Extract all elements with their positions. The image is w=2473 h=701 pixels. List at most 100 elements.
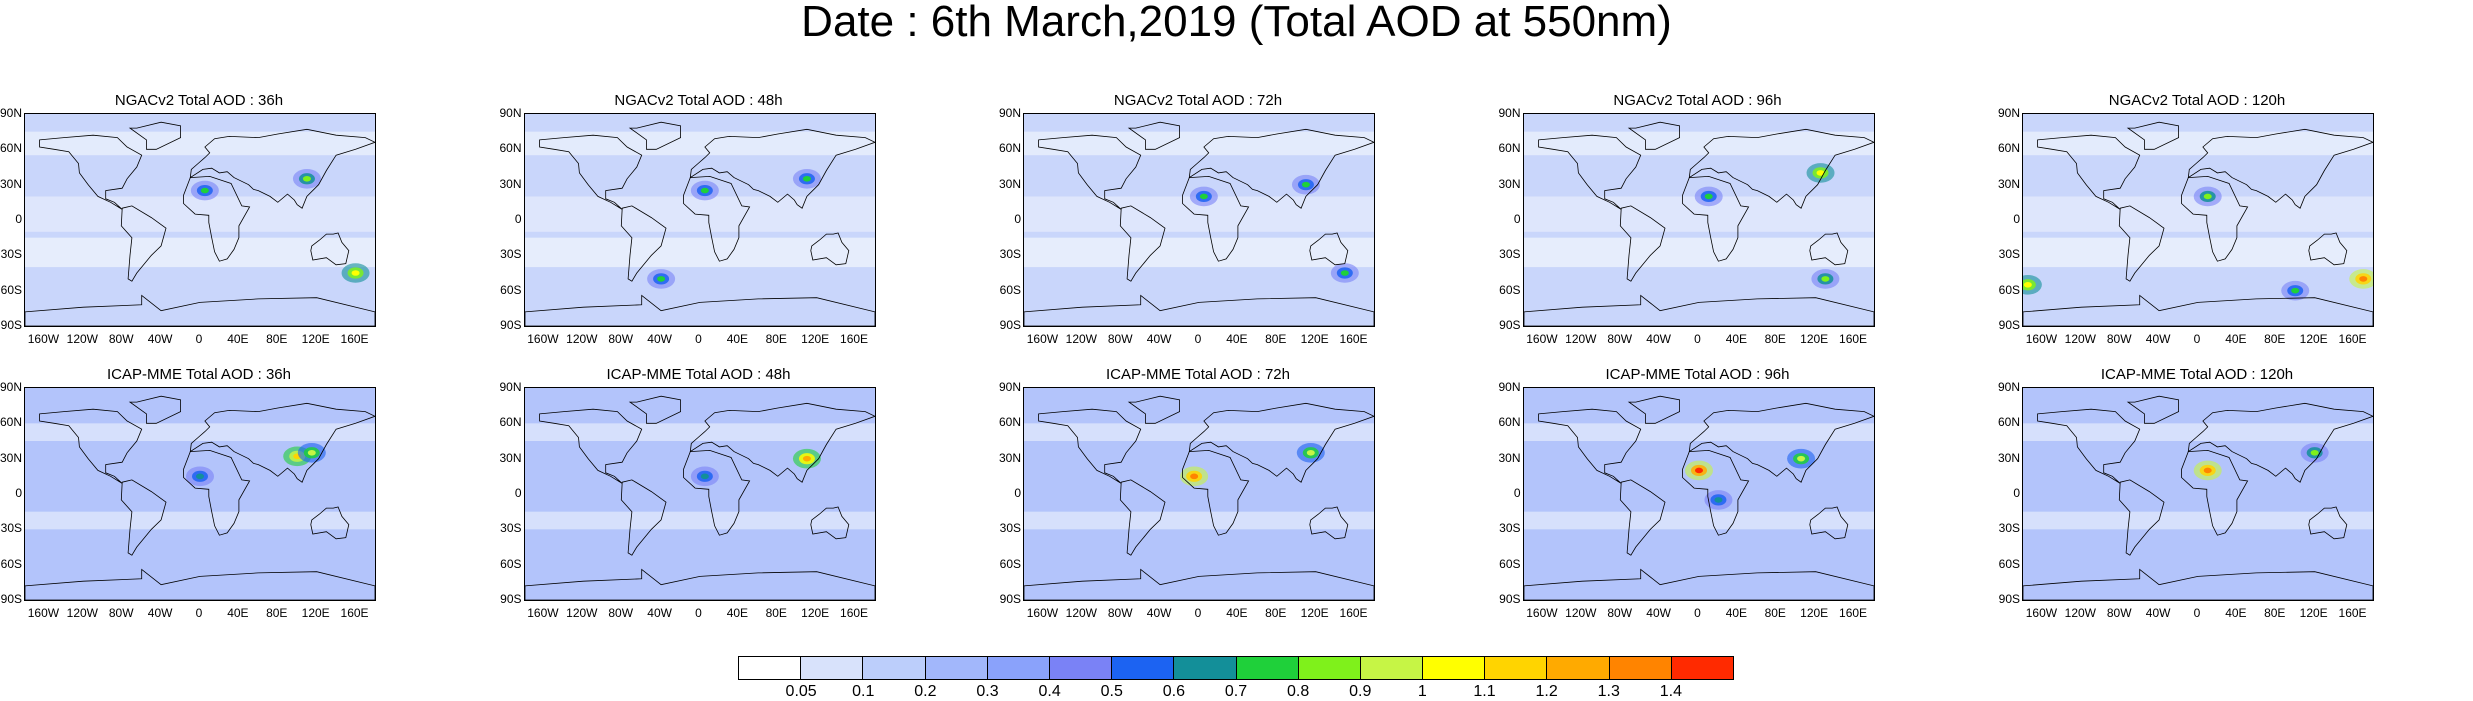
longitude-label: 40E	[1226, 332, 1248, 346]
longitude-label: 40W	[147, 332, 173, 346]
coastline	[1127, 121, 1181, 150]
aod-band	[524, 423, 875, 441]
colorbar-label: 1.2	[1535, 683, 1558, 700]
longitude-label: 160E	[340, 606, 369, 620]
longitude-label: 40E	[1226, 606, 1248, 620]
aod-band	[1024, 511, 1374, 530]
coastline	[1119, 479, 1166, 556]
aod-band	[2023, 237, 2373, 268]
latitude-label: 0	[1513, 212, 1521, 226]
coastline	[620, 205, 666, 282]
coastline	[1024, 294, 1374, 326]
latitude-label: 90S	[1499, 592, 1521, 606]
aod-hotspot	[1301, 181, 1310, 188]
colorbar-swatch	[925, 657, 988, 679]
aod-hotspot	[1704, 193, 1713, 200]
longitude-label: 40W	[2145, 606, 2171, 620]
aod-hotspot	[2291, 287, 2300, 294]
map-panel: ICAP-MME Total AOD : 48h 90N 60N 30N 0 30S 60S…	[499, 366, 886, 631]
longitude-label: 40W	[1146, 606, 1172, 620]
aod-map	[1024, 388, 1374, 600]
coastline	[1537, 134, 1641, 210]
map-panel: NGACv2 Total AOD : 96h 90N 60N 30N 0 30S 60S 90…	[1498, 92, 1885, 357]
colorbar-label: 0.8	[1287, 683, 1310, 700]
map-frame	[2022, 387, 2374, 601]
coastline	[628, 395, 681, 424]
longitude-label: 40W	[2145, 332, 2171, 346]
coastline	[183, 175, 251, 262]
longitude-label: 120E	[1300, 332, 1329, 346]
latitude-label: 0	[514, 486, 522, 500]
coastline	[524, 294, 875, 326]
aod-hotspot	[1713, 497, 1722, 503]
longitude-label: 40E	[726, 606, 749, 620]
longitude-label: 80E	[1265, 332, 1287, 346]
latitude-label: 60N	[998, 141, 1021, 156]
map-frame	[24, 387, 376, 601]
coastline	[1188, 402, 1374, 483]
aod-band	[1523, 237, 1874, 268]
map-frame	[1522, 113, 1875, 327]
aod-hotspot	[1190, 473, 1199, 480]
latitude-label: 60N	[1498, 141, 1521, 156]
longitude-label: 160W	[2025, 332, 2058, 346]
latitude-label: 60N	[998, 415, 1021, 430]
latitude-label: 0	[1014, 486, 1021, 500]
longitude-label: 40W	[147, 606, 173, 620]
aod-band	[1024, 237, 1374, 268]
latitude-label: 90S	[1998, 318, 2020, 332]
longitude-label: 120W	[2064, 606, 2096, 620]
latitude-label: 30S	[500, 521, 522, 536]
coastline	[1309, 506, 1349, 540]
coastline	[1523, 568, 1874, 600]
longitude-label: 160E	[1839, 332, 1868, 346]
aod-hotspot	[802, 175, 811, 182]
latitude-label: 60S	[1499, 282, 1521, 297]
aod-band	[2023, 511, 2373, 530]
longitude-label: 120W	[566, 606, 598, 620]
latitude-label: 90N	[499, 380, 522, 394]
coastline	[682, 449, 750, 536]
longitude-label: 80W	[2106, 606, 2132, 620]
longitude-label: 80E	[266, 332, 288, 346]
latitude-label: 90S	[999, 318, 1021, 332]
coastline	[2023, 294, 2373, 326]
coastline	[524, 568, 875, 600]
coastline	[2023, 568, 2373, 600]
latitude-label: 60N	[1997, 141, 2020, 156]
aod-hotspot	[802, 455, 811, 462]
latitude-label: 90S	[1499, 318, 1521, 332]
longitude-label: 120W	[1565, 332, 1597, 346]
longitude-label: 40W	[1646, 332, 1671, 346]
aod-hotspot	[1694, 467, 1703, 474]
longitude-label: 80E	[765, 332, 787, 346]
panel-title: ICAP-MME Total AOD : 48h	[606, 366, 791, 383]
coastline	[809, 232, 849, 266]
longitude-label: 80W	[608, 606, 634, 620]
coastline	[1619, 205, 1665, 282]
aod-map	[1024, 114, 1374, 326]
map-panel: ICAP-MME Total AOD : 36h 90N 60N 30N 0 30S 60S…	[0, 366, 386, 631]
panel-title: ICAP-MME Total AOD : 120h	[2100, 366, 2294, 383]
longitude-label: 0	[195, 606, 203, 620]
ocean-background	[524, 388, 875, 600]
coastline	[1024, 568, 1374, 600]
longitude-label: 120W	[2064, 332, 2096, 346]
latitude-label: 60S	[500, 282, 522, 297]
longitude-label: 0	[1194, 606, 1202, 620]
ocean-background	[2023, 388, 2373, 600]
longitude-label: 120W	[1065, 606, 1097, 620]
longitude-label: 0	[1694, 606, 1701, 620]
map-frame	[24, 113, 376, 327]
latitude-label: 30S	[999, 247, 1021, 262]
longitude-label: 160W	[527, 332, 559, 346]
map-frame	[523, 387, 876, 601]
longitude-label: 80E	[266, 606, 288, 620]
longitude-label: 80E	[1764, 606, 1786, 620]
aod-hotspot	[1796, 455, 1805, 462]
coastline	[809, 506, 849, 540]
latitude-label: 90N	[1498, 380, 1521, 394]
longitude-label: 80W	[2106, 332, 2132, 346]
aod-band	[2023, 131, 2373, 156]
latitude-label: 60N	[1498, 415, 1521, 430]
